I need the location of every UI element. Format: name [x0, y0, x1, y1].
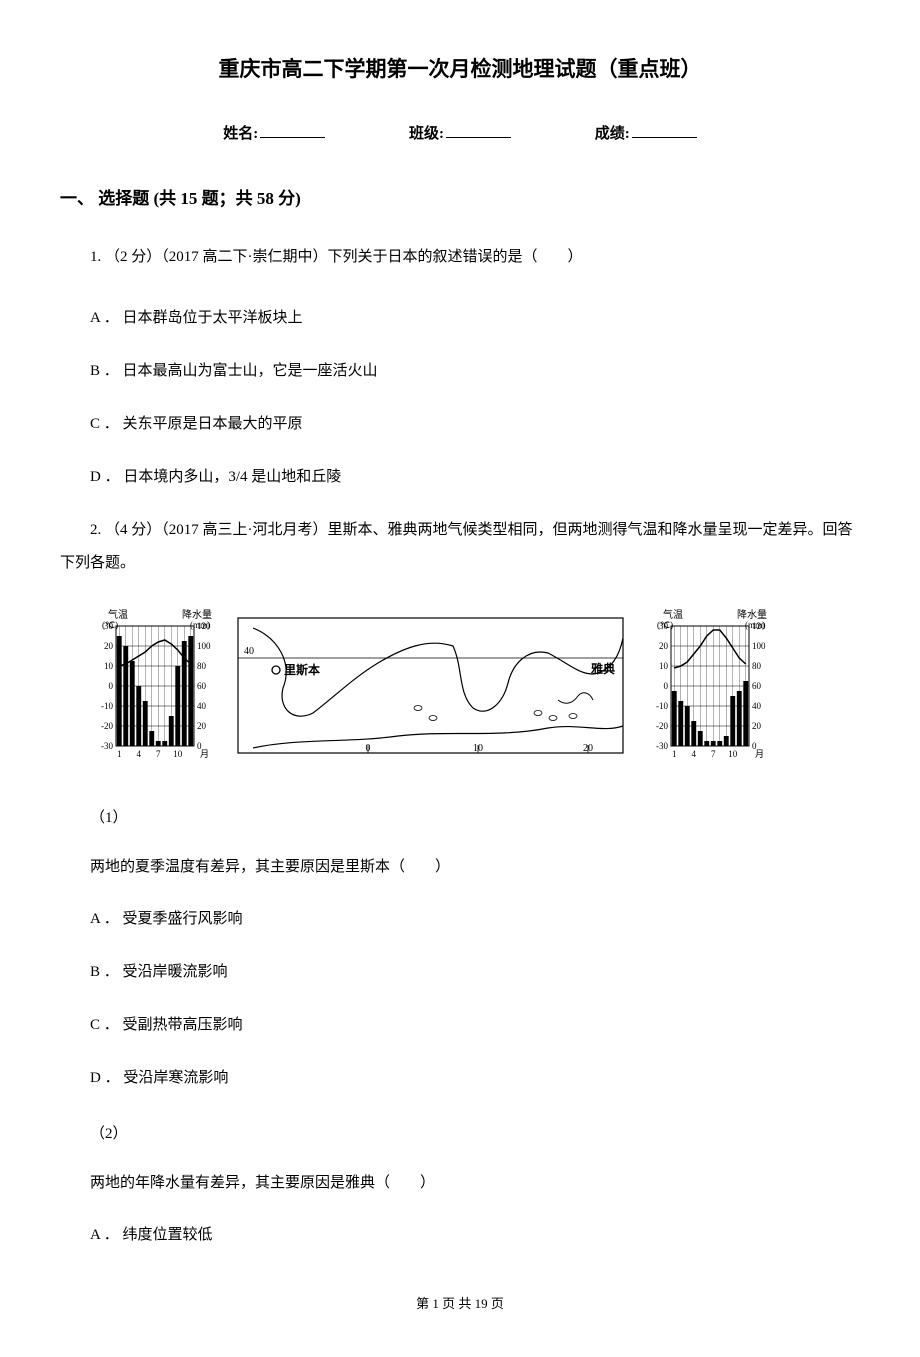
svg-text:20: 20: [197, 721, 207, 731]
q1-option-d: D ． 日本境内多山，3/4 是山地和丘陵: [60, 461, 860, 494]
q1-stem: 1. （2 分）（2017 高二下·崇仁期中）下列关于日本的叙述错误的是（ ）: [60, 241, 860, 274]
q2-figure: 气温(℃)降水量(mm)3020100-10-20-30120100806040…: [88, 608, 788, 779]
svg-text:月: 月: [200, 749, 209, 759]
svg-text:20: 20: [659, 641, 669, 651]
svg-text:80: 80: [752, 661, 762, 671]
q1-option-c: C ． 关东平原是日本最大的平原: [60, 408, 860, 441]
svg-text:40: 40: [752, 701, 762, 711]
q2-sub1-option-a: A ． 受夏季盛行风影响: [60, 903, 860, 936]
svg-text:60: 60: [752, 681, 762, 691]
svg-text:-30: -30: [656, 741, 668, 751]
svg-text:10: 10: [104, 661, 114, 671]
svg-text:1: 1: [117, 749, 122, 759]
svg-text:40: 40: [197, 701, 207, 711]
svg-text:60: 60: [197, 681, 207, 691]
student-info-row: 姓名: 班级: 成绩:: [60, 120, 860, 149]
svg-text:-10: -10: [656, 701, 668, 711]
svg-text:10: 10: [728, 749, 738, 759]
svg-text:30: 30: [104, 621, 114, 631]
svg-text:0: 0: [109, 681, 114, 691]
page-title: 重庆市高二下学期第一次月检测地理试题（重点班）: [60, 50, 860, 90]
q2-sub1-option-d: D ． 受沿岸寒流影响: [60, 1062, 860, 1095]
svg-text:30: 30: [659, 621, 669, 631]
svg-text:0: 0: [664, 681, 669, 691]
svg-text:10: 10: [173, 749, 183, 759]
svg-text:4: 4: [692, 749, 697, 759]
name-blank: [260, 122, 325, 138]
svg-text:7: 7: [156, 749, 161, 759]
svg-text:100: 100: [197, 641, 211, 651]
svg-text:20: 20: [104, 641, 114, 651]
svg-text:100: 100: [752, 641, 766, 651]
score-label: 成绩:: [595, 120, 630, 149]
svg-text:40: 40: [244, 646, 254, 657]
q2-sub1-text: 两地的夏季温度有差异，其主要原因是里斯本（ ）: [60, 853, 860, 882]
svg-text:-20: -20: [656, 721, 668, 731]
svg-text:20: 20: [752, 721, 762, 731]
q1-option-b: B ． 日本最高山为富士山，它是一座活火山: [60, 355, 860, 388]
svg-text:里斯本: 里斯本: [284, 662, 320, 677]
q1-option-a: A ． 日本群岛位于太平洋板块上: [60, 302, 860, 335]
svg-text:120: 120: [752, 621, 766, 631]
q2-sub1-option-b: B ． 受沿岸暖流影响: [60, 956, 860, 989]
svg-text:-30: -30: [101, 741, 113, 751]
svg-text:10: 10: [659, 661, 669, 671]
svg-text:80: 80: [197, 661, 207, 671]
name-label: 姓名:: [223, 120, 258, 149]
svg-text:-20: -20: [101, 721, 113, 731]
svg-text:1: 1: [672, 749, 677, 759]
score-blank: [632, 122, 697, 138]
q2-sub1-option-c: C ． 受副热带高压影响: [60, 1009, 860, 1042]
svg-text:月: 月: [755, 749, 764, 759]
svg-text:雅典: 雅典: [590, 661, 615, 676]
svg-text:0: 0: [366, 743, 371, 754]
class-label: 班级:: [409, 120, 444, 149]
q2-stem: 2. （4 分）（2017 高三上·河北月考）里斯本、雅典两地气候类型相同，但两…: [30, 514, 860, 580]
svg-text:-10: -10: [101, 701, 113, 711]
svg-text:120: 120: [197, 621, 211, 631]
q2-sub2-number: （2）: [60, 1120, 860, 1149]
svg-text:20: 20: [583, 743, 593, 754]
svg-text:4: 4: [137, 749, 142, 759]
class-blank: [446, 122, 511, 138]
svg-text:7: 7: [711, 749, 716, 759]
climate-map-figure: 气温(℃)降水量(mm)3020100-10-20-30120100806040…: [88, 608, 788, 768]
q2-sub1-number: （1）: [60, 804, 860, 833]
svg-text:10: 10: [473, 743, 483, 754]
section-header: 一、 选择题 (共 15 题；共 58 分): [60, 183, 860, 215]
q2-sub2-text: 两地的年降水量有差异，其主要原因是雅典（ ）: [60, 1169, 860, 1198]
q2-sub2-option-a: A ． 纬度位置较低: [60, 1219, 860, 1252]
page-footer: 第 1 页 共 19 页: [60, 1292, 860, 1317]
